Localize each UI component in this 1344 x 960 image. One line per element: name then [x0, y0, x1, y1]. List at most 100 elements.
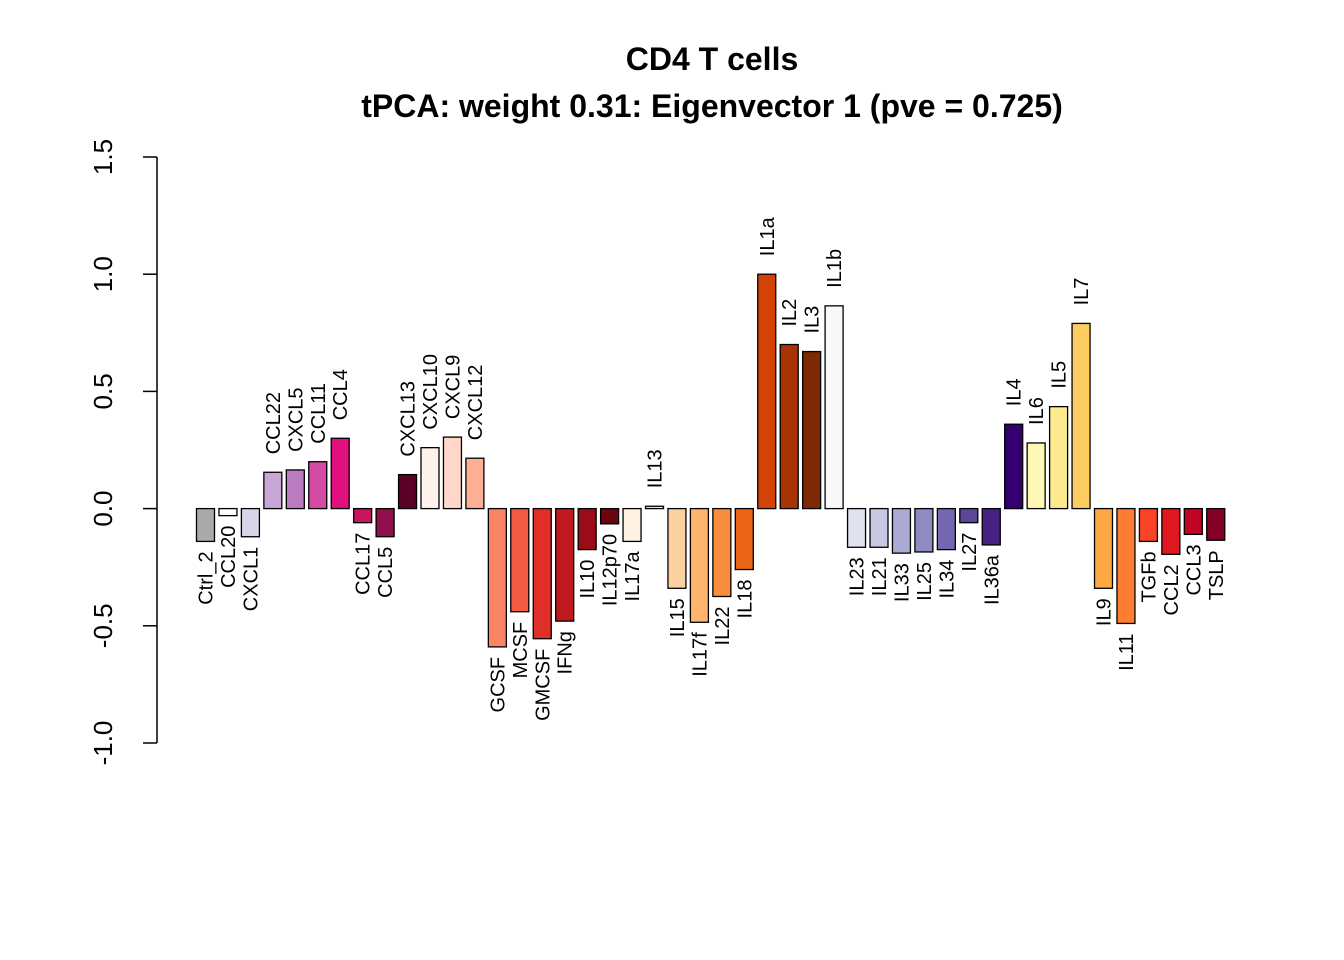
bar-label: IL34 [936, 560, 958, 599]
bar-label: IL25 [914, 562, 936, 601]
bar [510, 507, 530, 613]
bar-label: CCL20 [218, 526, 240, 588]
bar [487, 507, 508, 648]
bar [734, 507, 754, 571]
chart-subtitle: tPCA: weight 0.31: Eigenvector 1 (pve = … [361, 88, 1063, 124]
bar-label: IL5 [1049, 361, 1071, 389]
bar [555, 507, 575, 622]
bar-label: IL33 [891, 563, 913, 602]
bar [577, 507, 597, 551]
bar-label: CXCL13 [398, 381, 420, 457]
bar-label: IFNg [555, 631, 577, 674]
bar-label: TSLP [1206, 550, 1228, 600]
bar-label: GMCSF [532, 649, 554, 721]
bar [936, 507, 956, 551]
bar [712, 507, 732, 598]
bar-label: CCL5 [375, 547, 397, 598]
bar [1093, 507, 1114, 589]
y-tick-label: 0.0 [88, 491, 118, 527]
bar [959, 507, 979, 524]
bar [757, 273, 777, 510]
bar-label: IL1a [757, 216, 779, 256]
bar-label: CXCL1 [240, 547, 262, 611]
y-tick-label: 1.5 [88, 139, 118, 175]
bar-label: IL2 [779, 299, 801, 327]
bar [352, 507, 373, 524]
bar-label: IL36a [981, 554, 1003, 605]
bar-label: CCL22 [263, 392, 285, 454]
bar-label: CXCL9 [442, 355, 464, 419]
bar [1161, 507, 1181, 555]
bar-label: CCL11 [308, 383, 330, 444]
bar-label: IL27 [959, 533, 981, 572]
y-axis: -1.0 -0.5 0.0 0.5 1.0 1.5 [88, 139, 158, 766]
bar-label: CCL4 [330, 369, 352, 420]
bar [397, 473, 418, 510]
bar [532, 507, 552, 640]
bar-label: IL6 [1026, 397, 1048, 425]
bar-series [195, 273, 1226, 648]
bar [914, 507, 934, 553]
bar [824, 305, 844, 510]
y-tick-label: -1.0 [88, 721, 118, 766]
bar-label: IL18 [734, 580, 756, 619]
bar-label: IL9 [1094, 598, 1116, 626]
bar [375, 507, 395, 538]
bar-label: IL21 [869, 557, 891, 596]
bar-label: GCSF [487, 657, 509, 713]
bar [240, 507, 261, 538]
bar-label: IL15 [667, 598, 689, 637]
bar-label: IL3 [802, 306, 824, 334]
bar [779, 343, 799, 510]
bar [1206, 507, 1226, 541]
bar [869, 507, 889, 548]
bar [622, 507, 642, 543]
bar-label: CXCL12 [465, 365, 487, 441]
bar [802, 350, 822, 510]
bar-label: IL13 [645, 449, 667, 488]
bar [891, 507, 912, 554]
y-tick-label: 1.0 [88, 256, 118, 292]
bar [981, 507, 1001, 546]
bar-label: CXCL10 [420, 354, 442, 430]
bar-label: Ctrl_2 [196, 551, 218, 604]
bar [644, 505, 665, 510]
bar [1026, 442, 1046, 510]
bar [285, 469, 305, 510]
bar [1183, 507, 1203, 536]
bar-label: IL1b [824, 249, 846, 288]
bar [599, 507, 620, 525]
bar-label: IL17f [689, 632, 711, 677]
bar-labels: Ctrl_2 CCL20 CXCL1 CCL22 CXCL5 CCL11 CCL4 CCL17… [196, 216, 1228, 721]
bar [1116, 507, 1136, 625]
bar [1004, 423, 1024, 510]
bar [465, 457, 485, 510]
bar-label: IL10 [577, 560, 599, 599]
bar [442, 436, 463, 510]
bar-label: IL23 [847, 557, 869, 596]
bar-label: IL4 [1004, 378, 1026, 406]
bar [1071, 322, 1091, 510]
bar-label: IL22 [712, 607, 734, 646]
y-tick-label: -0.5 [88, 603, 118, 648]
bar [689, 507, 710, 623]
bar [667, 507, 687, 589]
bar-label: CCL2 [1161, 564, 1183, 615]
bar [1138, 507, 1159, 543]
chart-title: CD4 T cells [626, 41, 799, 77]
bar [218, 507, 238, 517]
bar [846, 507, 867, 548]
bar-label: IL7 [1071, 278, 1093, 306]
bar-label: IL17a [622, 551, 644, 602]
bar [420, 447, 440, 510]
bar-label: CCL3 [1183, 544, 1205, 595]
bar [308, 461, 328, 510]
bar-label: TGFb [1138, 551, 1160, 602]
bar [263, 471, 283, 510]
bar-label: MCSF [510, 622, 532, 679]
bar [1048, 405, 1069, 510]
bar-label: CCL17 [353, 533, 375, 595]
bar [195, 507, 216, 543]
y-tick-label: 0.5 [88, 373, 118, 409]
